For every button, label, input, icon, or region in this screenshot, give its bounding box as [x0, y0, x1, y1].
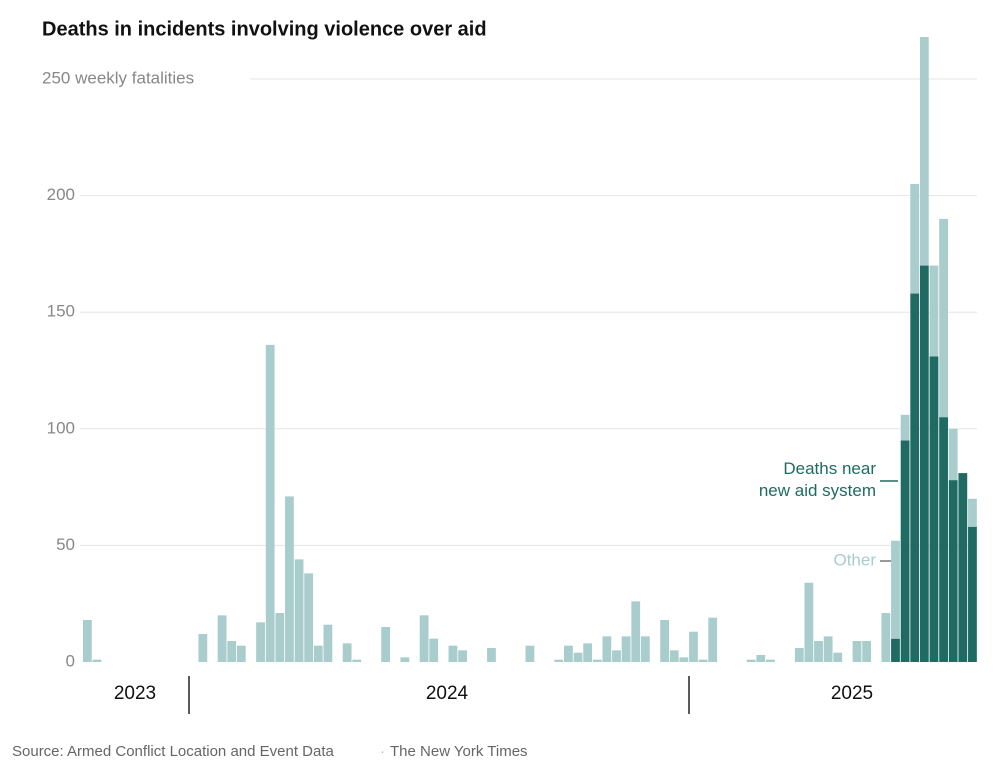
bar-segment — [313, 645, 323, 662]
bar-segment — [640, 636, 650, 662]
bar-segment — [708, 617, 718, 662]
bar-segment — [458, 650, 467, 662]
bar-segment — [910, 183, 920, 294]
bar-segment — [891, 638, 900, 662]
y-tick-label: 150 — [47, 302, 75, 321]
bar-segment — [756, 655, 766, 662]
bar-segment — [881, 613, 891, 662]
x-label: 2025 — [831, 683, 873, 704]
bar-segment — [83, 620, 92, 662]
separator: · — [380, 743, 385, 760]
bar-segment — [929, 356, 939, 662]
bar-segment — [400, 657, 410, 662]
credit: The New York Times — [390, 743, 528, 760]
y-tick-label: 250 weekly fatalities — [42, 68, 194, 87]
bar-segment — [285, 496, 294, 662]
bar-segment — [419, 615, 429, 662]
bar-segment — [592, 659, 602, 662]
bar-segment — [602, 636, 612, 662]
bar-segment — [814, 641, 823, 662]
x-label: 2024 — [426, 683, 469, 704]
bar-segment — [429, 638, 439, 662]
x-label: 2023 — [114, 683, 156, 704]
bar-segment — [689, 631, 698, 662]
bar-segment — [256, 622, 265, 662]
bar-segment — [612, 650, 621, 662]
bar-segment — [929, 265, 939, 357]
bar-segment — [265, 344, 275, 662]
bar-segment — [919, 265, 929, 662]
bar-segment — [919, 37, 929, 266]
bar-segment — [304, 573, 314, 662]
bar-segment — [564, 645, 573, 662]
legend-label: Other — [833, 550, 876, 569]
bar-segment — [968, 526, 977, 662]
bar-segment — [621, 636, 631, 662]
bar-segment — [804, 582, 814, 662]
y-tick-label: 100 — [47, 418, 75, 437]
bar-segment — [891, 540, 900, 639]
bar-segment — [862, 641, 872, 662]
bar-segment — [794, 648, 804, 662]
bar-segment — [679, 657, 689, 662]
bar-segment — [275, 613, 285, 662]
bar-segment — [958, 473, 968, 662]
y-tick-label: 50 — [56, 535, 75, 554]
bar-segment — [698, 659, 708, 662]
bar-segment — [939, 218, 948, 418]
bar-segment — [852, 641, 862, 662]
bar-segment — [448, 645, 458, 662]
bar-segment — [948, 428, 958, 481]
y-tick-label: 0 — [66, 651, 75, 670]
source: Source: Armed Conflict Location and Even… — [12, 743, 335, 760]
bar-segment — [910, 293, 920, 662]
bar-segment — [948, 480, 958, 662]
bar-segment — [487, 648, 496, 662]
bar-segment — [227, 641, 237, 662]
bar-segment — [766, 659, 775, 662]
bar-segment — [573, 652, 583, 662]
bar-segment — [660, 620, 669, 662]
bar-segment — [198, 634, 208, 662]
bar-segment — [968, 498, 977, 527]
bar-segment — [631, 601, 641, 662]
bar-segment — [525, 645, 535, 662]
bar-segment — [342, 643, 352, 662]
bar-segment — [217, 615, 227, 662]
chart-title: Deaths in incidents involving violence o… — [42, 18, 487, 40]
bar-segment — [294, 559, 304, 662]
bar-segment — [900, 440, 910, 662]
bar-segment — [833, 652, 843, 662]
bar-segment — [554, 659, 564, 662]
bar-segment — [669, 650, 679, 662]
bar-segment — [236, 645, 246, 662]
bar-segment — [939, 417, 948, 662]
legend-label: Deaths near new aid system — [759, 459, 876, 500]
bar-segment — [583, 643, 593, 662]
bar-segment — [746, 659, 756, 662]
bar-segment — [92, 659, 102, 662]
bar-segment — [323, 624, 333, 662]
bar-segment — [823, 636, 833, 662]
bar-segment — [900, 414, 910, 441]
bar-segment — [381, 627, 391, 662]
y-tick-label: 200 — [47, 185, 75, 204]
bar-segment — [352, 659, 362, 662]
